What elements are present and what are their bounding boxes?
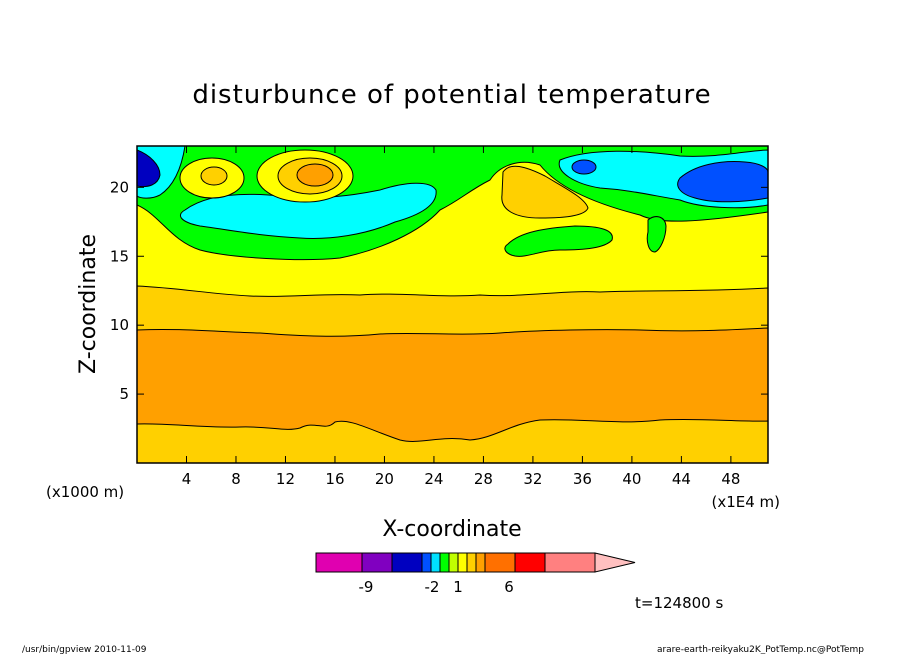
colorbar-segment <box>544 552 596 573</box>
blue-region-left <box>137 149 161 188</box>
colorbar-segment <box>315 552 363 573</box>
colorbar-segment <box>448 552 459 573</box>
green-patch-small <box>646 216 667 253</box>
x-tick-label: 12 <box>276 470 295 488</box>
x-tick-label: 4 <box>182 470 192 488</box>
x-unit-left: (x1000 m) <box>46 483 124 501</box>
blue-region-small <box>571 159 597 175</box>
y-tick-label: 5 <box>119 385 129 403</box>
orange-blob-1 <box>200 166 228 186</box>
colorbar-segment <box>484 552 516 573</box>
colorbar-segment <box>514 552 546 573</box>
chart-title: disturbunce of potential temperature <box>192 80 711 110</box>
x-tick-label: 16 <box>325 470 344 488</box>
x-tick-label: 44 <box>672 470 691 488</box>
colorbar-segment <box>475 552 486 573</box>
colorbar-segment <box>430 552 441 573</box>
layer-lowest <box>137 418 768 463</box>
x-tick-label: 24 <box>424 470 443 488</box>
colorbar-segment <box>421 552 432 573</box>
y-tick-label: 15 <box>110 247 129 265</box>
y-tick-label: 10 <box>110 316 129 334</box>
x-tick-label: 32 <box>523 470 542 488</box>
x-tick-label: 28 <box>474 470 493 488</box>
orange-blob-2b <box>296 163 334 187</box>
x-tick-label: 20 <box>375 470 394 488</box>
colorbar-segment <box>391 552 423 573</box>
colorbar-label: -2 <box>425 578 440 596</box>
x-tick-label: 36 <box>573 470 592 488</box>
colorbar-label: -9 <box>359 578 374 596</box>
blue-region-right <box>677 161 768 203</box>
x-axis-label: X-coordinate <box>382 517 521 542</box>
x-unit-right: (x1E4 m) <box>711 493 780 511</box>
plot-frame <box>136 145 769 464</box>
orange-triangle <box>501 165 589 219</box>
y-tick-label: 20 <box>110 178 129 196</box>
colorbar-segment <box>466 552 477 573</box>
plot-area <box>137 146 768 463</box>
colorbar: -9 -2 1 6 <box>315 552 636 596</box>
colorbar-label: 1 <box>453 578 463 596</box>
colorbar-segment <box>457 552 468 573</box>
x-axis: 4 8 12 16 20 24 28 32 36 40 44 48 <box>182 146 740 488</box>
footer-right: arare-earth-reikyaku2K_PotTemp.nc@PotTem… <box>657 645 864 654</box>
footer-left: /usr/bin/gpview 2010-11-09 <box>22 645 147 654</box>
y-axis-label: Z-coordinate <box>76 234 101 374</box>
colorbar-segment <box>439 552 450 573</box>
time-label: t=124800 s <box>635 594 723 612</box>
colorbar-label: 6 <box>504 578 514 596</box>
green-patch-mid <box>504 225 613 257</box>
colorbar-arrow <box>594 552 636 573</box>
colorbar-segment <box>361 552 393 573</box>
x-tick-label: 40 <box>622 470 641 488</box>
x-tick-label: 48 <box>721 470 740 488</box>
x-tick-label: 8 <box>231 470 241 488</box>
y-axis: 5 10 15 20 <box>110 178 768 403</box>
